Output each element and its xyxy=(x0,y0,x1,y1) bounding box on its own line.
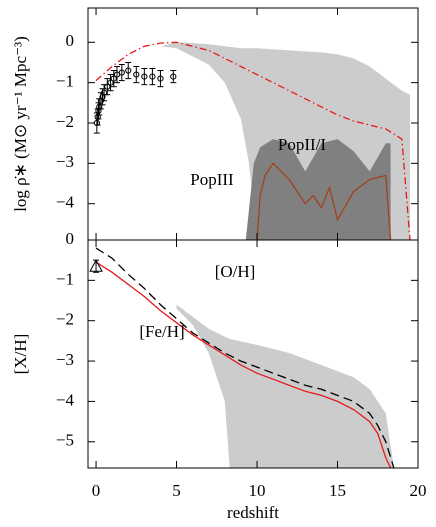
marker xyxy=(95,107,102,114)
y-tick-label: −3 xyxy=(56,152,74,171)
marker xyxy=(170,73,177,80)
y-tick-label: −2 xyxy=(56,310,74,329)
marker xyxy=(110,75,117,82)
marker xyxy=(99,93,106,100)
marker xyxy=(107,79,114,86)
x-tick-label: 10 xyxy=(249,481,266,500)
line xyxy=(256,162,392,241)
annotation: PopII/I xyxy=(278,135,327,154)
y-tick-label: −5 xyxy=(56,431,74,450)
line xyxy=(95,247,395,469)
plot-frame xyxy=(87,239,419,469)
marker xyxy=(94,113,101,121)
x-tick-label: 0 xyxy=(92,481,101,500)
y-tick-label: 0 xyxy=(66,229,75,248)
y-tick-label: −2 xyxy=(56,112,74,131)
marker xyxy=(100,89,108,96)
y-tick-label: 0 xyxy=(66,31,75,50)
line xyxy=(95,261,392,469)
annotation: PopIII xyxy=(190,170,234,189)
annotation: [Fe/H] xyxy=(139,322,184,341)
x-tick-label: 5 xyxy=(172,481,181,500)
y-tick-label: −4 xyxy=(56,390,75,409)
marker xyxy=(118,69,125,76)
band xyxy=(245,139,391,240)
line xyxy=(95,41,411,241)
marker xyxy=(141,73,148,80)
y-tick-label: −3 xyxy=(56,350,74,369)
marker xyxy=(104,83,111,90)
marker xyxy=(125,67,132,74)
y-tick-label: −1 xyxy=(56,72,74,91)
x-axis-label: redshift xyxy=(227,503,279,522)
marker xyxy=(133,71,140,78)
marker xyxy=(96,103,103,110)
y-axis-label: log ρ̇∗ (M⊙ yr⁻¹ Mpc⁻³) xyxy=(11,36,30,212)
annotation: [O/H] xyxy=(215,262,256,281)
y-tick-label: −4 xyxy=(56,193,75,212)
marker xyxy=(89,259,103,272)
x-tick-label: 20 xyxy=(410,481,427,500)
y-axis-label: [X/H] xyxy=(11,334,30,375)
x-tick-label: 15 xyxy=(329,481,346,500)
marker xyxy=(149,73,156,80)
band xyxy=(176,304,394,468)
marker xyxy=(157,75,164,82)
y-tick-label: −1 xyxy=(56,269,74,288)
